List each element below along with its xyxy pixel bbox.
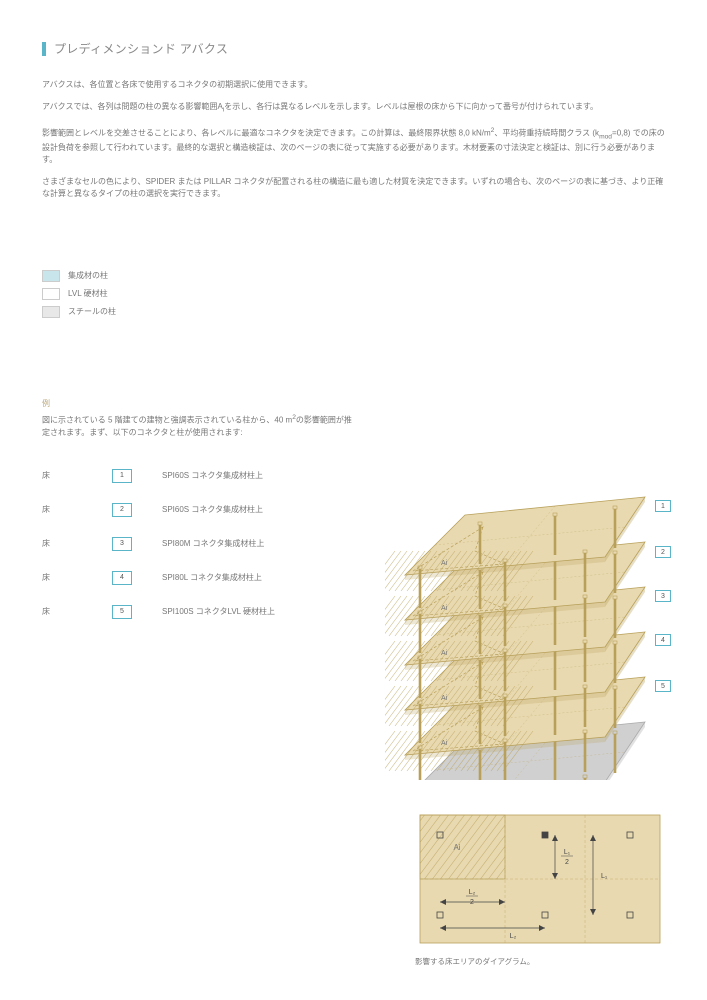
svg-text:L₁: L₁	[564, 849, 571, 856]
paragraph: アバクスでは、各列は問題の柱の異なる影響範囲Aiを示し、各行は異なるレベルを示し…	[42, 101, 665, 116]
svg-text:Ai: Ai	[441, 695, 448, 702]
floor-connector-desc: SPI80M コネクタ集成材柱上	[162, 538, 264, 549]
legend-swatch	[42, 288, 60, 300]
floor-label: 床	[42, 538, 112, 549]
legend-item: 集成材の柱	[42, 270, 665, 282]
level-badge: 1	[655, 500, 671, 512]
legend-item: LVL 硬材柱	[42, 288, 665, 300]
floor-label: 床	[42, 606, 112, 617]
floor-label: 床	[42, 572, 112, 583]
level-badge: 5	[655, 680, 671, 692]
paragraph: 影響範囲とレベルを交差させることにより、各レベルに最適なコネクタを決定できます。…	[42, 126, 665, 166]
title-accent-bar	[42, 42, 46, 56]
floor-label: 床	[42, 504, 112, 515]
legend-item: スチールの柱	[42, 306, 665, 318]
floor-number-badge: 3	[112, 537, 132, 551]
svg-text:L₂: L₂	[469, 889, 476, 896]
floor-number-badge: 1	[112, 469, 132, 483]
svg-text:Ai: Ai	[441, 650, 448, 657]
floor-connector-desc: SPI60S コネクタ集成材柱上	[162, 470, 263, 481]
floor-number-badge: 2	[112, 503, 132, 517]
page-title-row: プレディメンションド アバクス	[42, 40, 665, 57]
plan-diagram: Ai L₁ L₁ 2 L₂ L₂ 2 影響する床エリアのダイアグラム。	[415, 810, 665, 967]
svg-text:2: 2	[470, 899, 474, 906]
legend-label: LVL 硬材柱	[68, 288, 108, 299]
svg-text:Ai: Ai	[441, 740, 448, 747]
svg-text:2: 2	[565, 859, 569, 866]
example-text: 図に示されている 5 階建ての建物と強調表示されている柱から、40 m2の影響範…	[42, 413, 352, 439]
paragraph: アバクスは、各位置と各床で使用するコネクタの初期選択に使用できます。	[42, 79, 665, 91]
svg-text:Ai: Ai	[441, 560, 448, 567]
floor-connector-desc: SPI100S コネクタLVL 硬材柱上	[162, 606, 275, 617]
svg-text:Ai: Ai	[441, 605, 448, 612]
level-badge: 2	[655, 546, 671, 558]
svg-text:Ai: Ai	[453, 843, 460, 852]
svg-text:L₂: L₂	[510, 933, 517, 940]
paragraph: さまざまなセルの色により、SPIDER または PILLAR コネクタが配置され…	[42, 176, 665, 200]
legend-swatch	[42, 270, 60, 282]
level-badge: 3	[655, 590, 671, 602]
plan-caption: 影響する床エリアのダイアグラム。	[415, 956, 665, 967]
building-diagram: AiAiAiAiAi 12345	[385, 470, 665, 780]
legend-label: スチールの柱	[68, 306, 116, 317]
legend: 集成材の柱 LVL 硬材柱スチールの柱	[42, 270, 665, 318]
floor-connector-desc: SPI60S コネクタ集成材柱上	[162, 504, 263, 515]
page-title: プレディメンションド アバクス	[54, 40, 228, 57]
level-badge: 4	[655, 634, 671, 646]
intro-paragraphs: アバクスは、各位置と各床で使用するコネクタの初期選択に使用できます。アバクスでは…	[42, 79, 665, 200]
floor-number-badge: 4	[112, 571, 132, 585]
legend-label: 集成材の柱	[68, 270, 108, 281]
legend-swatch	[42, 306, 60, 318]
svg-text:L₁: L₁	[601, 873, 608, 880]
floor-label: 床	[42, 470, 112, 481]
example-label: 例	[42, 398, 665, 409]
floor-number-badge: 5	[112, 605, 132, 619]
floor-connector-desc: SPI80L コネクタ集成材柱上	[162, 572, 262, 583]
